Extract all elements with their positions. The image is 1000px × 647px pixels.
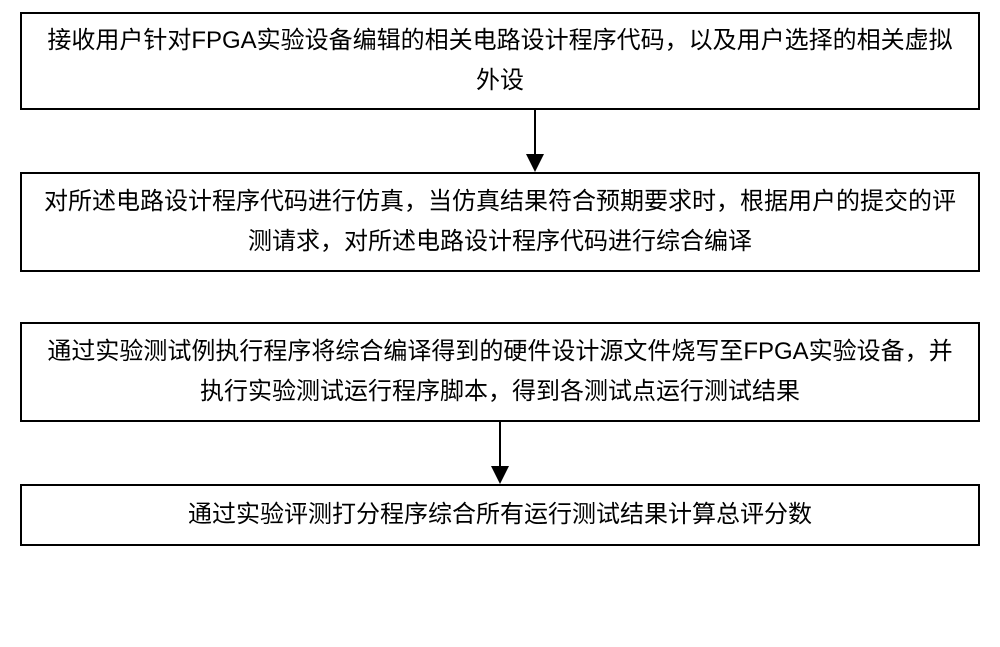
arrow-down-icon	[460, 422, 540, 484]
arrow-down-icon	[495, 110, 575, 172]
arrow-1-to-2	[20, 110, 980, 172]
flowchart-container: 接收用户针对FPGA实验设备编辑的相关电路设计程序代码，以及用户选择的相关虚拟外…	[20, 12, 980, 546]
flowchart-step-3: 通过实验测试例执行程序将综合编译得到的硬件设计源文件烧写至FPGA实验设备，并执…	[20, 322, 980, 422]
gap-spacer	[20, 272, 980, 322]
flowchart-step-4: 通过实验评测打分程序综合所有运行测试结果计算总评分数	[20, 484, 980, 546]
step-4-text: 通过实验评测打分程序综合所有运行测试结果计算总评分数	[188, 495, 812, 535]
step-1-text: 接收用户针对FPGA实验设备编辑的相关电路设计程序代码，以及用户选择的相关虚拟外…	[42, 21, 958, 100]
step-3-text: 通过实验测试例执行程序将综合编译得到的硬件设计源文件烧写至FPGA实验设备，并执…	[42, 332, 958, 411]
flowchart-step-2: 对所述电路设计程序代码进行仿真，当仿真结果符合预期要求时，根据用户的提交的评测请…	[20, 172, 980, 272]
flowchart-step-1: 接收用户针对FPGA实验设备编辑的相关电路设计程序代码，以及用户选择的相关虚拟外…	[20, 12, 980, 110]
arrow-3-to-4	[20, 422, 980, 484]
step-2-text: 对所述电路设计程序代码进行仿真，当仿真结果符合预期要求时，根据用户的提交的评测请…	[42, 182, 958, 261]
